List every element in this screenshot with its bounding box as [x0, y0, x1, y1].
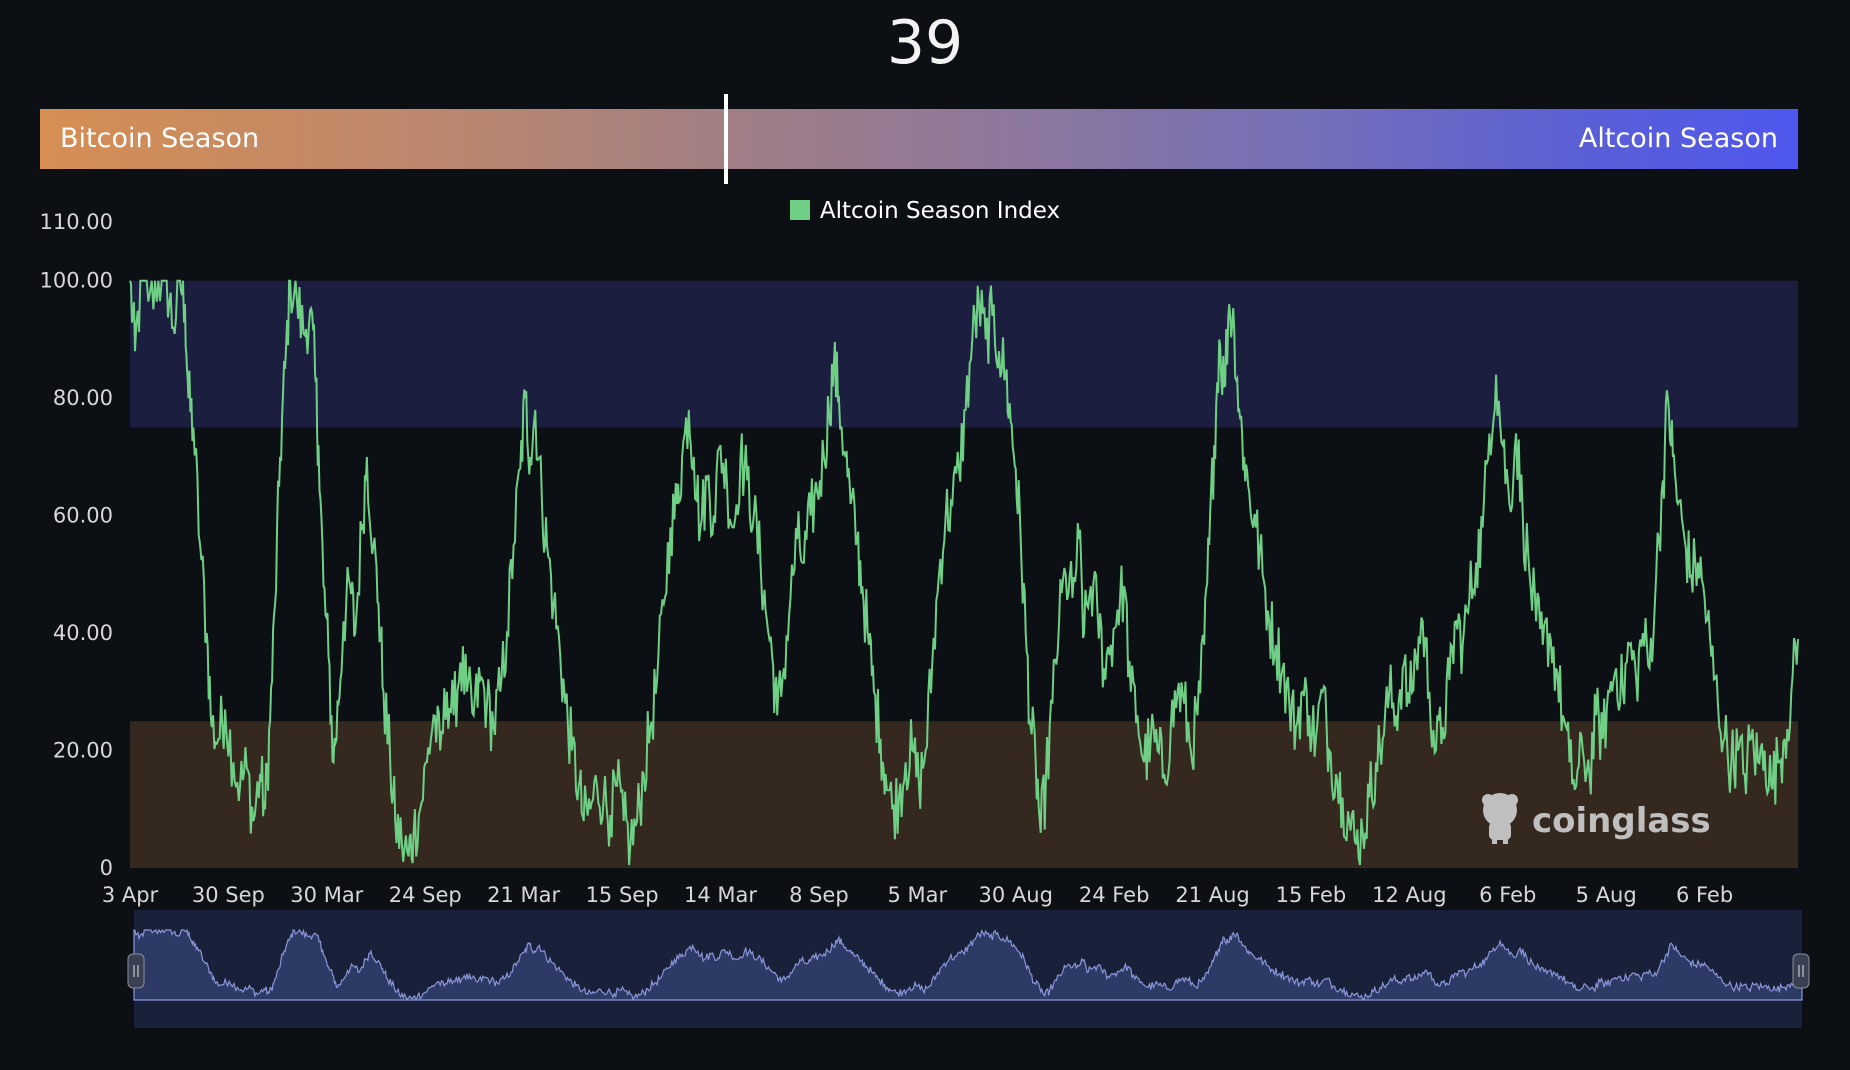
y-tick-label: 0: [100, 856, 113, 880]
x-tick-label: 14 Mar: [684, 883, 757, 907]
x-tick-label: 21 Mar: [487, 883, 560, 907]
season-gradient-bar: Bitcoin Season Altcoin Season: [40, 109, 1798, 169]
series-line-altcoin-season-index: [129, 279, 1799, 866]
bitcoin-season-label: Bitcoin Season: [60, 123, 260, 154]
y-tick-label: 110.00: [40, 210, 113, 234]
coinglass-watermark: coinglass: [1482, 793, 1711, 844]
bitcoin-season-band: [130, 721, 1798, 868]
x-tick-label: 24 Sep: [389, 883, 462, 907]
x-tick-label: 5 Aug: [1576, 883, 1637, 907]
navigator-handle-left[interactable]: [127, 953, 145, 989]
y-tick-label: 20.00: [53, 739, 113, 763]
x-tick-label: 6 Feb: [1676, 883, 1733, 907]
altcoin-season-band: [130, 280, 1798, 428]
watermark-text: coinglass: [1532, 801, 1711, 841]
x-tick-label: 15 Sep: [586, 883, 659, 907]
x-tick-label: 30 Mar: [290, 883, 363, 907]
x-tick-label: 15 Feb: [1276, 883, 1347, 907]
current-index-marker: [723, 94, 728, 184]
navigator-handle-right[interactable]: [1792, 953, 1810, 989]
navigator-series: [133, 928, 1803, 1002]
x-tick-label: 24 Feb: [1079, 883, 1150, 907]
y-tick-label: 60.00: [53, 504, 113, 528]
legend-swatch: [789, 200, 810, 220]
y-tick-label: 80.00: [53, 386, 113, 410]
y-tick-label: 40.00: [53, 621, 113, 645]
x-tick-label: 5 Mar: [887, 883, 947, 907]
x-tick-label: 30 Aug: [979, 883, 1053, 907]
x-tick-label: 8 Sep: [789, 883, 849, 907]
altcoin-season-label: Altcoin Season: [1578, 123, 1778, 154]
coinglass-logo-icon: [1482, 793, 1518, 844]
current-index-value: 39: [886, 8, 964, 78]
x-tick-label: 21 Aug: [1175, 883, 1249, 907]
x-tick-label: 3 Apr: [102, 883, 159, 907]
x-tick-label: 12 Aug: [1372, 883, 1446, 907]
legend-label: Altcoin Season Index: [819, 198, 1061, 224]
chart-legend[interactable]: Altcoin Season Index: [0, 198, 1850, 224]
y-tick-label: 100.00: [40, 269, 113, 293]
x-tick-label: 30 Sep: [192, 883, 265, 907]
x-tick-label: 6 Feb: [1479, 883, 1536, 907]
